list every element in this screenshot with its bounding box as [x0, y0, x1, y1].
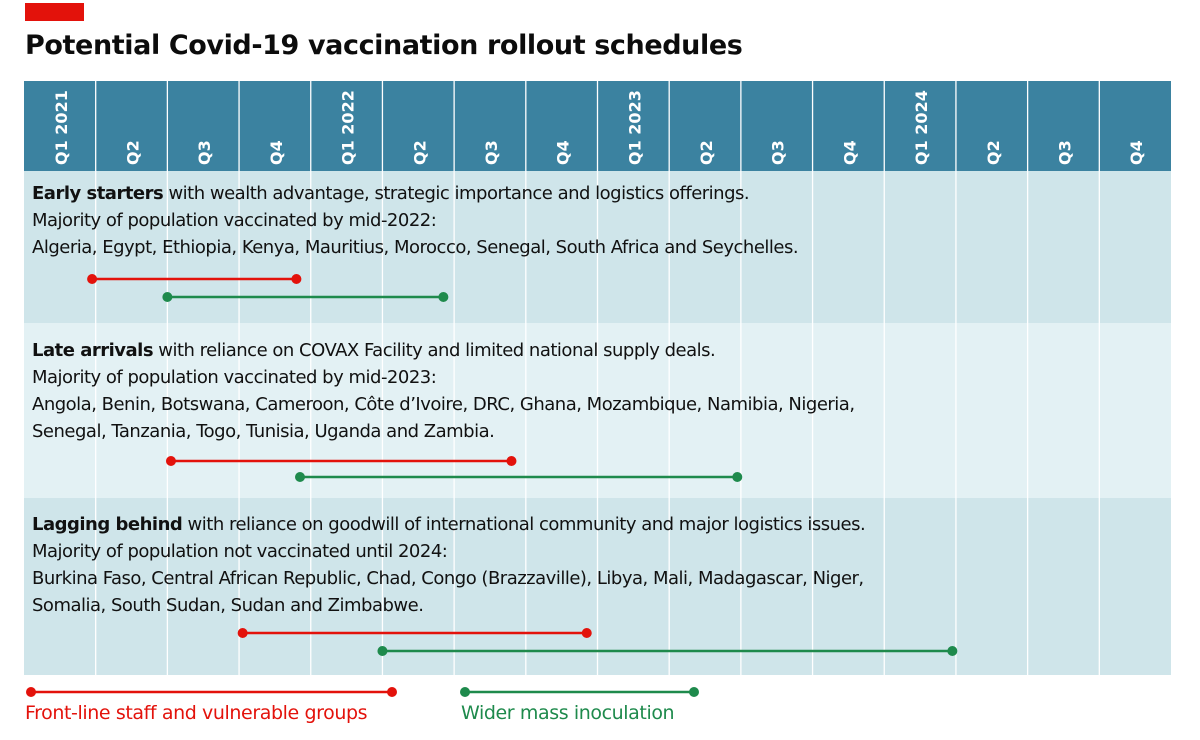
group-countries-line: Somalia, South Sudan, Sudan and Zimbabwe…: [32, 595, 424, 616]
quarter-label: Q4: [554, 140, 573, 165]
quarter-label: Q1 2024: [912, 90, 931, 165]
mass-range-bar-end-dot: [947, 646, 958, 656]
quarter-label: Q3: [195, 140, 214, 165]
quarter-label: Q1 2021: [52, 90, 71, 165]
mass-range-bar-end-dot: [732, 472, 743, 482]
quarter-label: Q3: [482, 140, 501, 165]
group-countries-line: Algeria, Egypt, Ethiopia, Kenya, Mauriti…: [32, 237, 799, 258]
group-name: Early starters: [32, 183, 164, 204]
quarter-label: Q3: [1055, 140, 1074, 165]
timeline-svg: Q1 2021 Q2 Q3 Q4 Q1 2022 Q2 Q3 Q4 Q1 2023 Q2 Q3 Q4 Q…: [24, 81, 1171, 675]
legend-label-frontline: Front-line staff and vulnerable groups: [25, 702, 368, 724]
quarter-label: Q2: [984, 140, 1003, 165]
quarter-label: Q2: [124, 140, 143, 165]
group-countries-line: Angola, Benin, Botswana, Cameroon, Côte …: [32, 394, 855, 415]
group-summary: with wealth advantage, strategic importa…: [163, 183, 750, 204]
legend-mass-sample-start-dot: [460, 687, 470, 697]
mass-range-bar: [377, 646, 958, 656]
quarter-label: Q4: [1127, 140, 1146, 165]
frontline-range-bar-start-dot: [237, 628, 248, 638]
legend-mass-sample: [460, 687, 699, 697]
chart-title: Potential Covid-19 vaccination rollout s…: [25, 30, 743, 61]
group-countries-line: Senegal, Tanzania, Togo, Tunisia, Uganda…: [32, 421, 495, 442]
quarter-label: Q4: [267, 140, 286, 165]
quarter-label: Q2: [697, 140, 716, 165]
legend-label-mass: Wider mass inoculation: [461, 702, 675, 724]
quarter-label: Q2: [410, 140, 429, 165]
frontline-range-bar-end-dot: [506, 456, 517, 466]
group-summary: with reliance on goodwill of internation…: [182, 514, 866, 535]
mass-range-bar: [294, 472, 743, 482]
group-heading-line: Late arrivals with reliance on COVAX Fac…: [32, 337, 1152, 364]
group-heading-line: Lagging behind with reliance on goodwill…: [32, 511, 1152, 538]
group-name: Late arrivals: [32, 340, 154, 361]
mass-range-bar-end-dot: [438, 292, 449, 302]
frontline-range-bar-end-dot: [581, 628, 592, 638]
legend-frontline-sample-start-dot: [26, 687, 36, 697]
group-description-late-arrivals: Late arrivals with reliance on COVAX Fac…: [32, 337, 1152, 445]
group-heading-line: Early starters with wealth advantage, st…: [32, 180, 1152, 207]
frontline-range-bar: [87, 274, 302, 284]
group-summary: with reliance on COVAX Facility and limi…: [153, 340, 716, 361]
legend: [26, 687, 699, 697]
mass-range-bar-start-dot: [294, 472, 305, 482]
mass-range-bar: [162, 292, 449, 302]
group-description-early-starters: Early starters with wealth advantage, st…: [32, 180, 1152, 261]
frontline-range-bar-start-dot: [87, 274, 98, 284]
frontline-range-bar: [237, 628, 592, 638]
quarter-label: Q4: [840, 140, 859, 165]
group-majority-line: Majority of population vaccinated by mid…: [32, 367, 437, 388]
group-name: Lagging behind: [32, 514, 183, 535]
frontline-range-bar-end-dot: [291, 274, 302, 284]
group-majority-line: Majority of population not vaccinated un…: [32, 541, 448, 562]
frontline-range-bar-start-dot: [165, 456, 176, 466]
legend-frontline-sample-end-dot: [387, 687, 397, 697]
legend-mass-sample-end-dot: [689, 687, 699, 697]
legend-frontline-sample: [26, 687, 397, 697]
frontline-range-bar: [165, 456, 517, 466]
quarter-label: Q3: [769, 140, 788, 165]
group-majority-line: Majority of population vaccinated by mid…: [32, 210, 437, 231]
quarter-label: Q1 2023: [625, 90, 644, 165]
timeline-chart: Q1 2021 Q2 Q3 Q4 Q1 2022 Q2 Q3 Q4 Q1 2023 Q2 Q3 Q4 Q…: [24, 81, 1171, 675]
mass-range-bar-start-dot: [162, 292, 173, 302]
quarter-label: Q1 2022: [339, 90, 358, 165]
brand-accent-bar: [25, 3, 84, 21]
group-description-lagging-behind: Lagging behind with reliance on goodwill…: [32, 511, 1152, 619]
mass-range-bar-start-dot: [377, 646, 388, 656]
group-countries-line: Burkina Faso, Central African Republic, …: [32, 568, 864, 589]
